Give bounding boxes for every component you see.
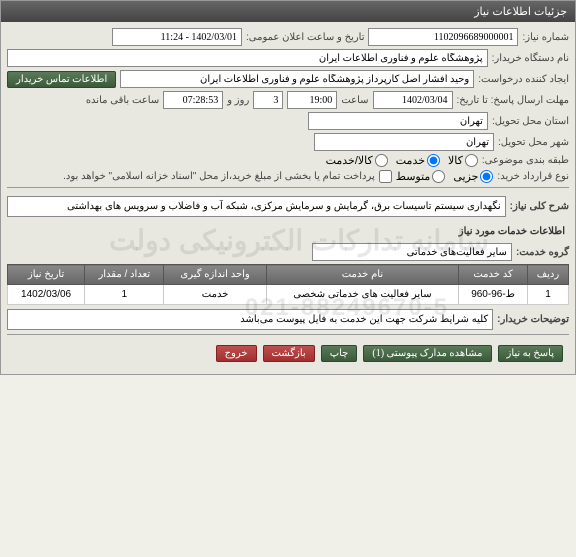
services-header: اطلاعات خدمات مورد نیاز [7, 224, 569, 239]
radio-partial[interactable] [480, 170, 493, 183]
deadline-label: مهلت ارسال پاسخ: تا تاریخ: [457, 95, 569, 106]
city-input[interactable] [314, 133, 494, 151]
days-input[interactable] [253, 91, 283, 109]
table-row[interactable]: 1 ط-96-960 سایر فعالیت های خدماتی شخصی خ… [8, 285, 569, 305]
radio-service-label: خدمت [396, 154, 425, 167]
cell-unit: خدمت [164, 285, 266, 305]
col-code: کد خدمت [459, 265, 528, 285]
need-number-input[interactable] [368, 28, 518, 46]
cell-row: 1 [527, 285, 568, 305]
panel-title: جزئیات اطلاعات نیاز [1, 1, 575, 22]
cell-name: سایر فعالیت های خدماتی شخصی [266, 285, 458, 305]
details-panel: جزئیات اطلاعات نیاز شماره نیاز: تاریخ و … [0, 0, 576, 375]
radio-medium-label: متوسط [396, 170, 431, 183]
desc-value: نگهداری سیستم تاسیسات برق، گرمایش و سرما… [7, 196, 506, 217]
buyer-notes-label: توضیحات خریدار: [497, 314, 569, 325]
radio-goods[interactable] [465, 154, 478, 167]
buyer-notes-value: کلیه شرایط شرکت جهت این خدمت به فایل پیو… [7, 309, 493, 330]
city-label: شهر محل تحویل: [498, 137, 569, 148]
deadline-date-input[interactable] [373, 91, 453, 109]
col-row: ردیف [527, 265, 568, 285]
respond-button[interactable]: پاسخ به نیاز [498, 345, 564, 362]
form-area: شماره نیاز: تاریخ و ساعت اعلان عمومی: نا… [1, 22, 575, 374]
requester-label: ایجاد کننده درخواست: [478, 74, 569, 85]
payment-note: پرداخت تمام یا بخشی از مبلغ خرید،از محل … [63, 171, 375, 182]
radio-both-label: کالا/خدمت [326, 154, 373, 167]
contract-radio-group: جزیی متوسط [396, 170, 494, 183]
radio-service[interactable] [427, 154, 440, 167]
category-radio-group: کالا خدمت کالا/خدمت [326, 154, 478, 167]
province-input[interactable] [308, 112, 488, 130]
radio-both[interactable] [375, 154, 388, 167]
col-name: نام خدمت [266, 265, 458, 285]
category-label: طبقه بندی موضوعی: [482, 155, 569, 166]
radio-partial-label: جزیی [453, 170, 478, 183]
requester-input[interactable] [120, 70, 474, 88]
radio-medium[interactable] [432, 170, 445, 183]
divider-2 [7, 334, 569, 335]
footer-buttons: پاسخ به نیاز مشاهده مدارک پیوستی (1) چاپ… [7, 339, 569, 368]
buyer-label: نام دستگاه خریدار: [492, 53, 569, 64]
days-label: روز و [227, 95, 249, 106]
print-button[interactable]: چاپ [321, 345, 358, 362]
back-button[interactable]: بازگشت [263, 345, 315, 362]
need-number-label: شماره نیاز: [522, 32, 569, 43]
attachments-button[interactable]: مشاهده مدارک پیوستی (1) [363, 345, 491, 362]
col-qty: تعداد / مقدار [85, 265, 164, 285]
col-date: تاریخ نیاز [8, 265, 85, 285]
table-header-row: ردیف کد خدمت نام خدمت واحد اندازه گیری ت… [8, 265, 569, 285]
announce-input[interactable] [112, 28, 242, 46]
contact-button[interactable]: اطلاعات تماس خریدار [7, 71, 116, 88]
divider-1 [7, 187, 569, 188]
deadline-time-input[interactable] [287, 91, 337, 109]
cell-date: 1402/03/06 [8, 285, 85, 305]
radio-goods-label: کالا [448, 154, 463, 167]
exit-button[interactable]: خروج [216, 345, 257, 362]
countdown-input[interactable] [163, 91, 223, 109]
remaining-label: ساعت باقی مانده [86, 95, 159, 106]
service-group-input[interactable] [312, 243, 512, 261]
col-unit: واحد اندازه گیری [164, 265, 266, 285]
services-table: ردیف کد خدمت نام خدمت واحد اندازه گیری ت… [7, 264, 569, 305]
service-group-label: گروه خدمت: [516, 247, 569, 258]
province-label: استان محل تحویل: [492, 116, 569, 127]
contract-label: نوع قرارداد خرید: [497, 171, 569, 182]
time-label-1: ساعت [341, 95, 368, 106]
buyer-input[interactable] [7, 49, 488, 67]
cell-code: ط-96-960 [459, 285, 528, 305]
payment-checkbox[interactable] [379, 170, 392, 183]
desc-label: شرح کلی نیاز: [510, 201, 569, 212]
announce-label: تاریخ و ساعت اعلان عمومی: [246, 32, 365, 43]
cell-qty: 1 [85, 285, 164, 305]
